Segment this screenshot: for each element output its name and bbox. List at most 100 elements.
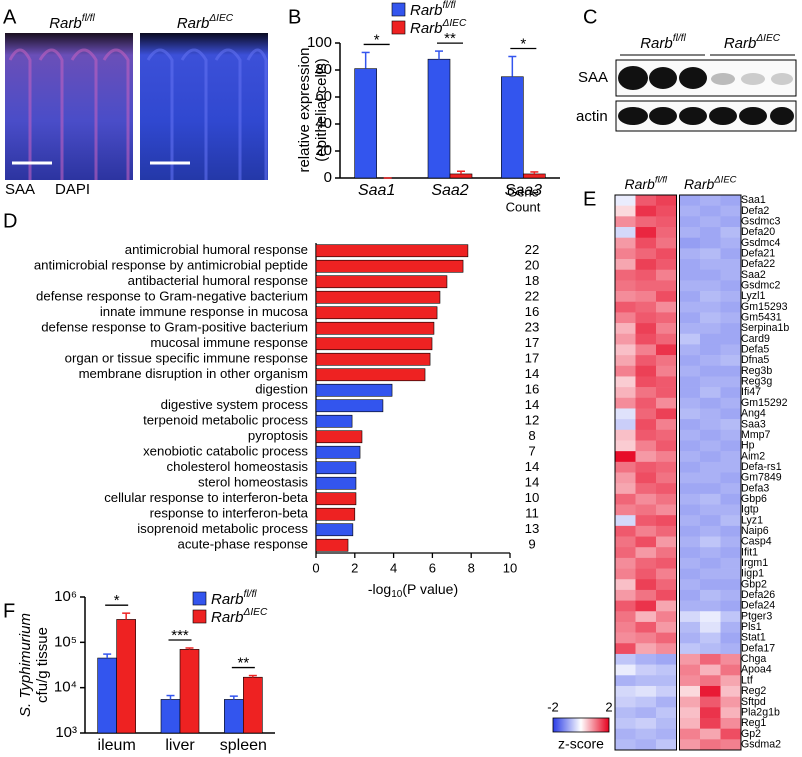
heatmap-cell (635, 205, 657, 217)
gene-count: 7 (528, 444, 535, 459)
heatmap-cell (656, 472, 677, 484)
gene-label: Lyz1 (741, 514, 763, 526)
x-tick-label: ileum (98, 737, 136, 754)
heatmap-cell (635, 397, 657, 409)
heatmap-cell (700, 579, 721, 591)
category-label: cellular response to interferon-beta (104, 490, 308, 505)
heatmap-cell (635, 664, 657, 676)
heatmap-cell (679, 717, 701, 729)
heatmap-cell (615, 216, 636, 228)
significance-label: * (374, 31, 380, 48)
heatmap-cell (635, 248, 657, 260)
heatmap-cell (635, 355, 657, 367)
heatmap-cell (656, 493, 677, 505)
heatmap-cell (635, 237, 657, 249)
heatmap-cell (679, 312, 701, 324)
heatmap-cell (635, 707, 657, 719)
heatmap-cell (700, 557, 721, 569)
bar (315, 399, 384, 413)
genotype-label: Rarbfl/fl (49, 13, 95, 32)
heatmap-cell (635, 312, 657, 324)
gene-label: Hp (741, 440, 755, 452)
gene-count: 16 (525, 304, 540, 319)
heatmap-cell (615, 387, 636, 399)
heatmap-cell (679, 237, 701, 249)
bar (315, 523, 354, 537)
heatmap-cell (656, 216, 677, 228)
heatmap-cell (700, 536, 721, 548)
heatmap-cell (635, 419, 657, 431)
heatmap-cell (700, 301, 721, 313)
heatmap-cell (635, 525, 657, 537)
heatmap-cell (700, 408, 721, 420)
category-label: organ or tissue specific immune response (65, 351, 308, 366)
heatmap-cell (656, 525, 677, 537)
gene-label: Reg1 (741, 717, 766, 729)
gene-count-header: Count (506, 199, 541, 214)
heatmap-cell (615, 269, 636, 281)
bar (315, 352, 431, 366)
gene-label: Gsdmc3 (741, 215, 781, 227)
y-tick-label: 10⁴ (54, 679, 77, 696)
genotype-label: RarbΔIEC (211, 607, 268, 626)
y-tick-label: 100 (307, 34, 332, 51)
heatmap-cell (656, 280, 677, 292)
significance-label: * (520, 35, 526, 52)
x-tick-label: spleen (220, 737, 267, 754)
heatmap-cell (700, 333, 721, 345)
heatmap-cell (700, 664, 721, 676)
heatmap-cell (700, 461, 721, 473)
heatmap-cell (720, 515, 742, 527)
label-name: Rarb (684, 176, 715, 192)
category-label: isoprenoid metabolic process (137, 521, 308, 536)
gene-count: 12 (525, 413, 540, 428)
heatmap-cell (700, 717, 721, 729)
y-tick-label: 60 (315, 88, 332, 105)
genotype-label: RarbΔIEC (684, 174, 737, 192)
gene-label: Gm7849 (741, 472, 782, 484)
gene-label: Gm15292 (741, 397, 788, 409)
x-label-text: -log (368, 581, 391, 597)
heatmap-cell (635, 685, 657, 697)
significance-label: *** (171, 627, 189, 644)
heatmap-cell (720, 205, 742, 217)
y-axis-label-line: cfu/g tissue (34, 627, 51, 703)
heatmap-cell (720, 707, 742, 719)
heatmap-cell (615, 259, 636, 271)
heatmap-cell (635, 739, 657, 751)
heatmap-cell (656, 632, 677, 644)
heatmap-cell (720, 248, 742, 260)
gene-count: 16 (525, 382, 540, 397)
category-label: mucosal immune response (150, 335, 308, 350)
label-name: Rarb (211, 609, 244, 626)
bar (160, 699, 181, 734)
heatmap-cell (679, 269, 701, 281)
heatmap-cell (615, 440, 636, 452)
heatmap-cell (700, 632, 721, 644)
gene-label: Ltf (741, 674, 753, 686)
panel-letter: A (3, 6, 17, 28)
heatmap-cell (679, 397, 701, 409)
heatmap-cell (700, 547, 721, 559)
heatmap-cell (656, 408, 677, 420)
heatmap-cell (679, 344, 701, 356)
heatmap-cell (679, 493, 701, 505)
heatmap-cell (720, 216, 742, 228)
villi (8, 48, 130, 180)
heatmap-cell (656, 397, 677, 409)
bar (315, 368, 426, 382)
heatmap-cell (700, 216, 721, 228)
heatmap-cell (679, 525, 701, 537)
heatmap-cell (700, 195, 721, 206)
label-superscript: ΔIEC (755, 33, 780, 44)
heatmap-cell (656, 643, 677, 655)
heatmap-cell (656, 739, 677, 751)
heatmap-cell (679, 451, 701, 463)
heatmap-cell (700, 248, 721, 260)
heatmap-cell (615, 461, 636, 473)
label-superscript: ΔIEC (442, 18, 467, 29)
heatmap-cell (720, 312, 742, 324)
heatmap-cell (679, 653, 701, 665)
heatmap-cell (656, 461, 677, 473)
heatmap-cell (700, 643, 721, 655)
